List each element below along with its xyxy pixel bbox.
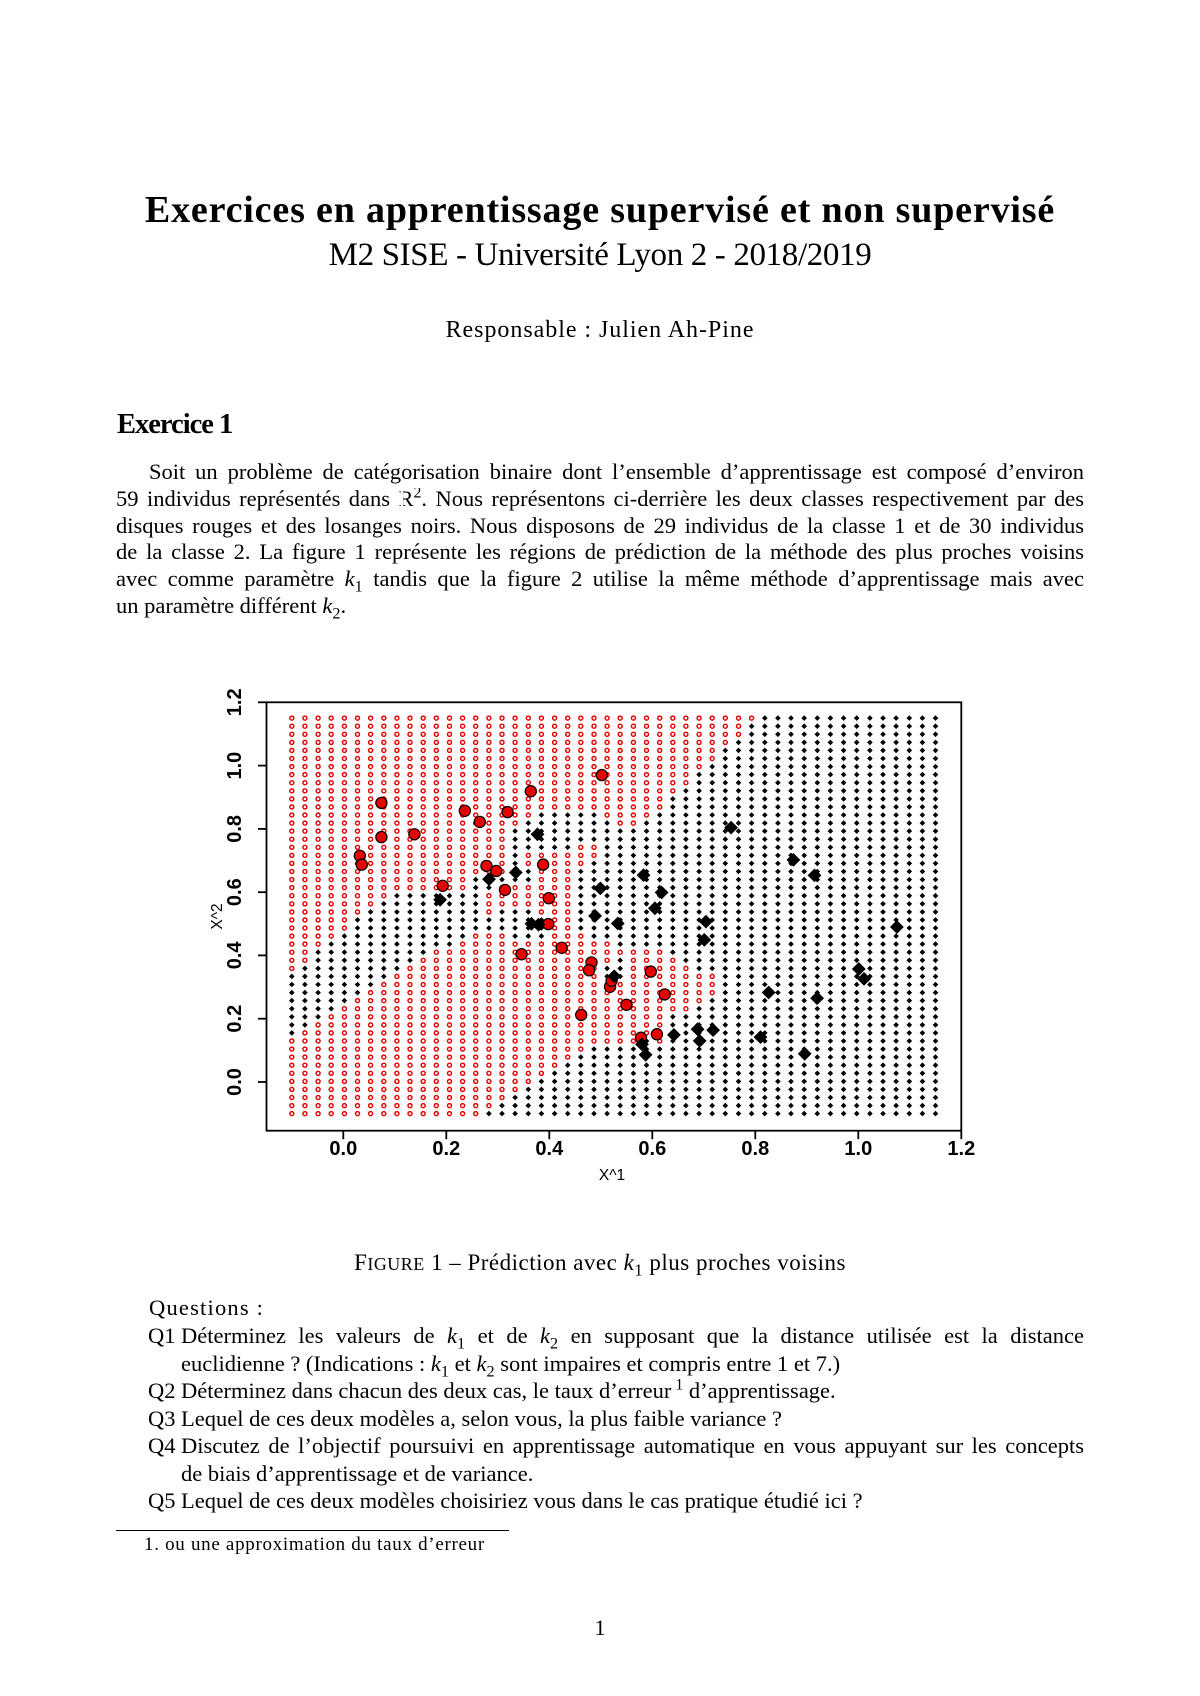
svg-text:X^1: X^1 (599, 1167, 625, 1184)
svg-text:0.2: 0.2 (224, 1005, 246, 1033)
svg-text:1.2: 1.2 (224, 688, 246, 716)
svg-text:0.0: 0.0 (329, 1138, 357, 1160)
svg-text:0.4: 0.4 (224, 941, 246, 970)
svg-text:1.2: 1.2 (947, 1138, 975, 1160)
svg-text:0.8: 0.8 (741, 1138, 769, 1160)
svg-text:1.0: 1.0 (224, 752, 246, 780)
svg-text:0.2: 0.2 (432, 1138, 460, 1160)
svg-text:0.8: 0.8 (224, 815, 246, 843)
svg-text:0.6: 0.6 (224, 878, 246, 906)
svg-text:0.4: 0.4 (535, 1138, 564, 1160)
svg-text:X^2: X^2 (209, 903, 226, 929)
svg-text:0.6: 0.6 (638, 1138, 666, 1160)
svg-text:1.0: 1.0 (844, 1138, 872, 1160)
svg-text:0.0: 0.0 (224, 1068, 246, 1096)
